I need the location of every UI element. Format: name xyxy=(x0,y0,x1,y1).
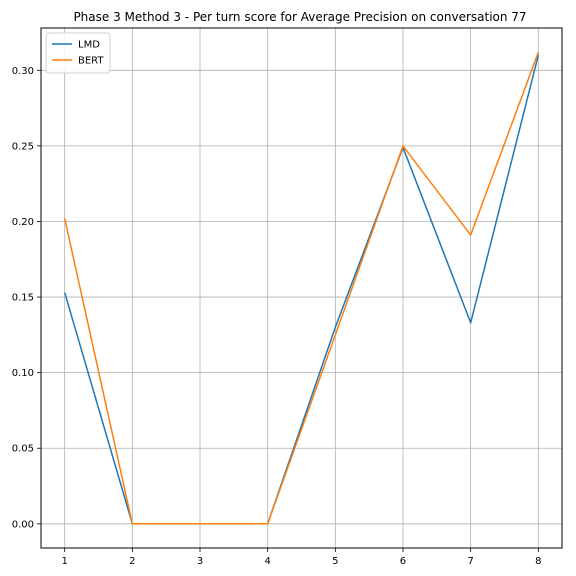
x-tick-label: 6 xyxy=(400,556,406,567)
plot-area xyxy=(40,27,563,549)
legend-label-bert: BERT xyxy=(78,56,104,67)
y-tick-label: 0.10 xyxy=(12,368,34,379)
x-tick-label: 7 xyxy=(467,556,473,567)
x-tick-label: 1 xyxy=(61,556,67,567)
legend-label-lmd: LMD xyxy=(78,40,100,51)
axis-ticks: 1 2 3 4 5 6 7 8 0.00 0.05 0.10 0.15 0.20 0.25 0.30 xyxy=(12,66,542,567)
y-tick-label: 0.15 xyxy=(12,293,34,304)
grid-lines xyxy=(41,28,562,548)
y-tick-label: 0.20 xyxy=(12,217,34,228)
y-tick-label: 0.30 xyxy=(12,66,34,77)
legend-box xyxy=(45,32,111,74)
x-tick-label: 8 xyxy=(535,556,541,567)
x-tick-label: 5 xyxy=(332,556,338,567)
y-tick-label: 0.05 xyxy=(12,444,34,455)
series-line-lmd xyxy=(63,55,540,525)
y-tick-label: 0.00 xyxy=(12,519,34,530)
x-tick-label: 4 xyxy=(264,556,270,567)
series-lines xyxy=(63,51,540,525)
y-tick-label: 0.25 xyxy=(12,141,34,152)
chart-title: Phase 3 Method 3 - Per turn score for Av… xyxy=(73,10,526,24)
x-tick-label: 3 xyxy=(197,556,203,567)
series-line-bert xyxy=(63,51,540,525)
legend: LMD BERT xyxy=(45,32,111,74)
x-tick-label: 2 xyxy=(129,556,135,567)
